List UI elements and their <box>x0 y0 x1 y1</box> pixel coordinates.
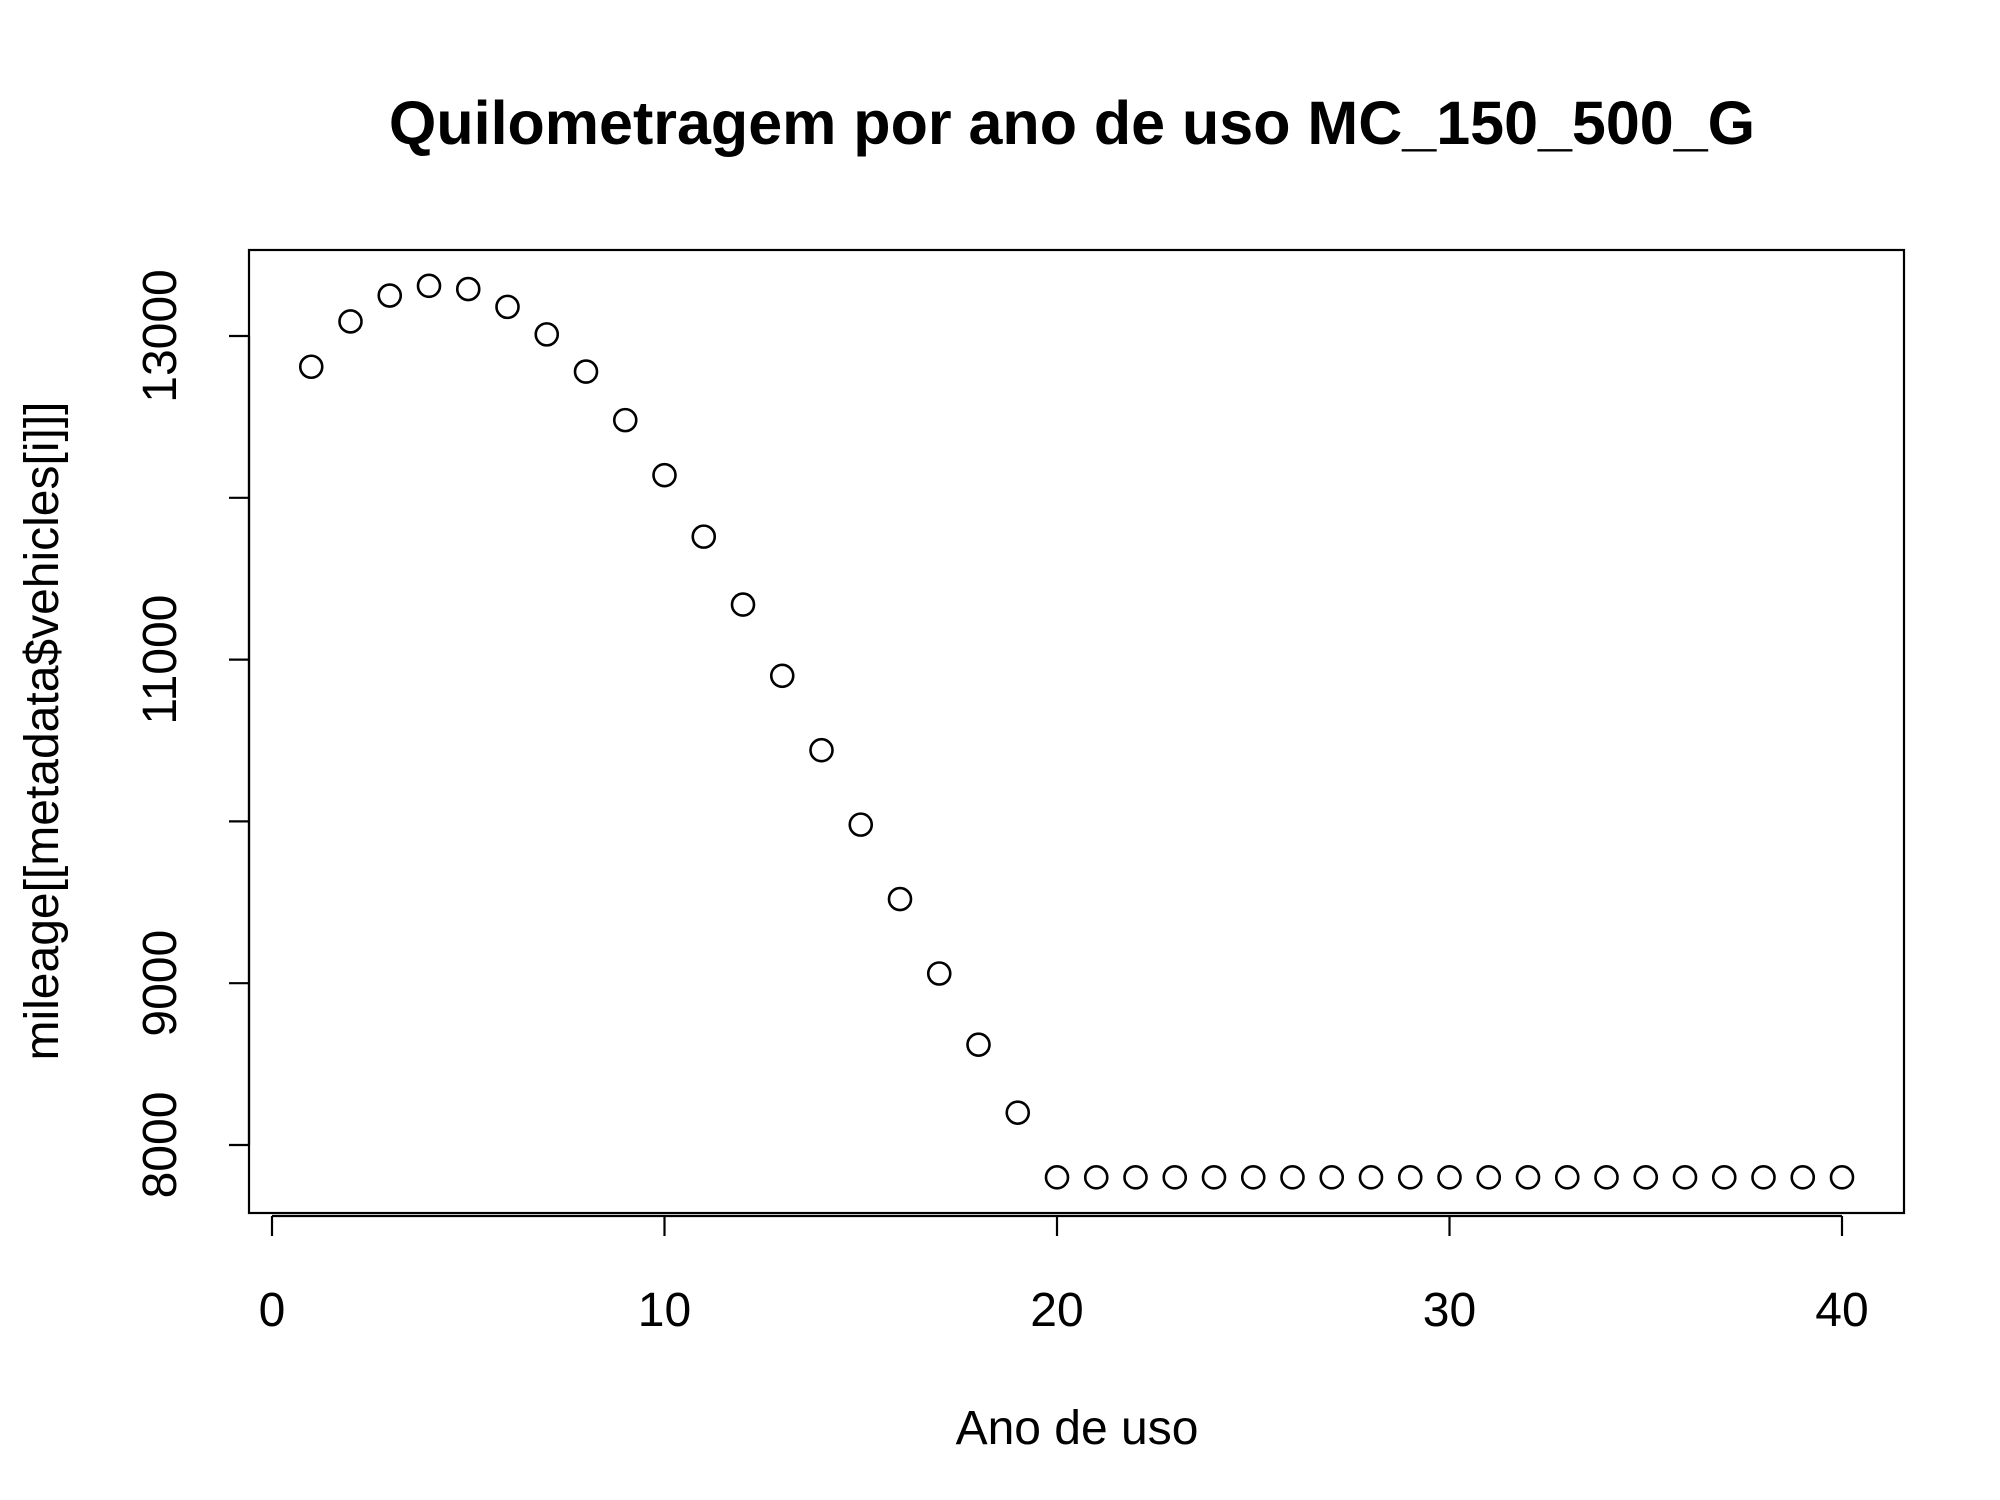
plot-area-frame <box>247 248 1906 1215</box>
x-tick-label: 0 <box>259 1284 286 1337</box>
data-point <box>1476 1165 1502 1190</box>
chart-title: Quilometragem por ano de uso MC_150_500_… <box>389 89 1755 157</box>
x-axis-label: Ano de uso <box>956 1402 1199 1455</box>
data-point <box>1240 1165 1266 1190</box>
data-point <box>612 407 638 433</box>
data-point <box>495 294 520 320</box>
data-point <box>1044 1165 1070 1190</box>
data-point <box>1162 1165 1188 1190</box>
data-point <box>573 359 599 384</box>
y-tick-label: 8000 <box>134 1092 187 1199</box>
x-tick-label: 20 <box>1030 1284 1083 1337</box>
data-point <box>534 322 560 347</box>
data-point <box>1280 1165 1305 1190</box>
data-point <box>966 1032 991 1057</box>
data-point <box>1005 1100 1031 1125</box>
data-point <box>1554 1165 1580 1190</box>
y-tick-label: 11000 <box>134 595 187 725</box>
data-point <box>338 309 363 334</box>
data-point <box>1358 1165 1384 1190</box>
data-point <box>769 663 795 689</box>
data-point <box>887 886 913 912</box>
y-tick-label: 9000 <box>134 930 187 1037</box>
data-point <box>455 276 481 302</box>
data-point <box>416 273 442 299</box>
y-axis-label: mileage[[metadata$vehicles[i]]] <box>16 401 69 1060</box>
x-tick-label: 30 <box>1423 1284 1476 1337</box>
data-point <box>1594 1165 1619 1190</box>
data-point <box>1751 1165 1776 1190</box>
data-point <box>809 737 834 763</box>
data-point <box>1711 1165 1737 1190</box>
data-points <box>298 273 1855 1190</box>
data-point <box>848 812 874 837</box>
data-point <box>1515 1165 1541 1190</box>
x-tick-label: 10 <box>638 1284 691 1337</box>
data-point <box>1201 1165 1227 1190</box>
y-axis: 8000 9000 11000 13000 <box>134 269 251 1199</box>
data-point <box>1633 1165 1659 1190</box>
data-point <box>652 462 677 488</box>
data-point <box>926 961 952 986</box>
data-point <box>730 592 756 617</box>
data-point <box>1829 1165 1855 1190</box>
y-tick-label: 13000 <box>134 269 187 402</box>
data-point <box>1790 1165 1816 1190</box>
data-point <box>298 354 324 380</box>
data-point <box>1319 1165 1345 1190</box>
data-point <box>1123 1165 1148 1190</box>
x-axis: 0 10 20 30 40 <box>259 1214 1869 1337</box>
data-point <box>691 524 717 549</box>
data-point <box>377 283 403 308</box>
data-point <box>1083 1165 1109 1190</box>
data-point <box>1437 1165 1462 1190</box>
x-tick-label: 40 <box>1815 1284 1868 1337</box>
data-point <box>1397 1165 1423 1190</box>
data-point <box>1672 1165 1698 1190</box>
